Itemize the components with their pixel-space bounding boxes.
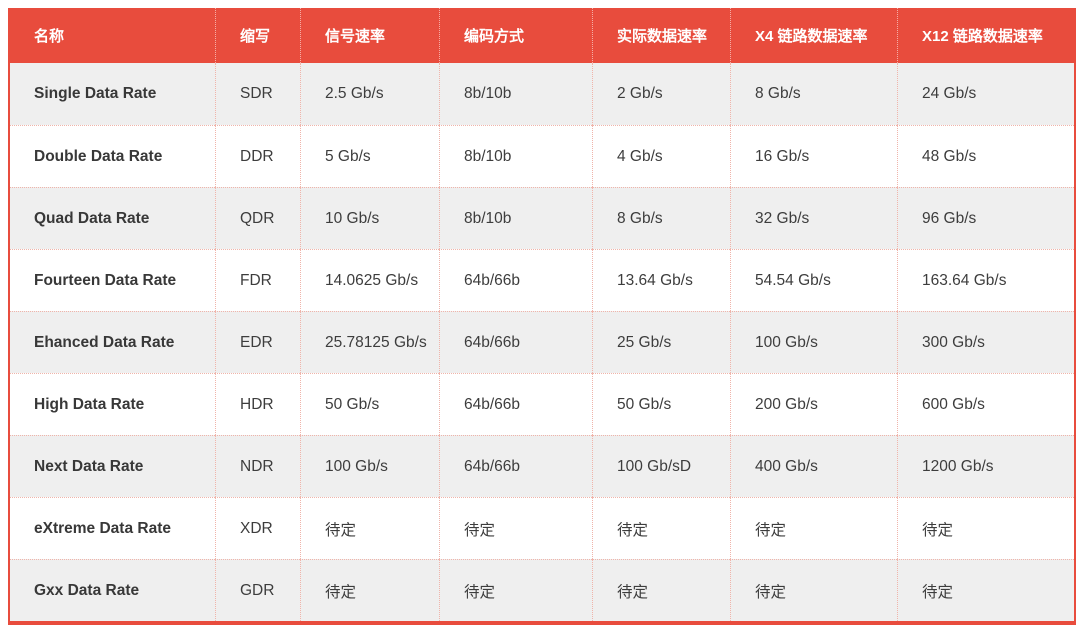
row-name-cell: Ehanced Data Rate — [10, 311, 215, 373]
table-header: 名称 缩写 信号速率 编码方式 实际数据速率 X4 链路数据速率 X12 链路数… — [10, 8, 1074, 63]
column-header-actual-data-rate: 实际数据速率 — [592, 8, 730, 63]
data-cell: 8 Gb/s — [730, 63, 897, 125]
data-cell: 100 Gb/s — [300, 435, 439, 497]
data-cell: 5 Gb/s — [300, 125, 439, 187]
data-cell: 100 Gb/sD — [592, 435, 730, 497]
data-cell: 400 Gb/s — [730, 435, 897, 497]
data-cell: 1200 Gb/s — [897, 435, 1074, 497]
infiniband-data-rate-table: 名称 缩写 信号速率 编码方式 实际数据速率 X4 链路数据速率 X12 链路数… — [8, 8, 1076, 625]
data-cell: 待定 — [897, 497, 1074, 559]
data-cell: 10 Gb/s — [300, 187, 439, 249]
column-header-name: 名称 — [10, 8, 215, 63]
table-row: Next Data Rate NDR 100 Gb/s 64b/66b 100 Gb/s… — [10, 435, 1074, 497]
data-cell: EDR — [215, 311, 300, 373]
data-cell: XDR — [215, 497, 300, 559]
data-cell: 待定 — [300, 559, 439, 621]
row-name-cell: eXtreme Data Rate — [10, 497, 215, 559]
data-cell: 48 Gb/s — [897, 125, 1074, 187]
column-header-x12-link-rate: X12 链路数据速率 — [897, 8, 1074, 63]
row-name-cell: Quad Data Rate — [10, 187, 215, 249]
data-cell: 14.0625 Gb/s — [300, 249, 439, 311]
data-cell: 4 Gb/s — [592, 125, 730, 187]
data-cell: 8 Gb/s — [592, 187, 730, 249]
column-header-abbreviation: 缩写 — [215, 8, 300, 63]
data-cell: 待定 — [730, 559, 897, 621]
data-cell: 25 Gb/s — [592, 311, 730, 373]
data-cell: 待定 — [730, 497, 897, 559]
data-cell: 待定 — [592, 559, 730, 621]
row-name-cell: Single Data Rate — [10, 63, 215, 125]
data-cell: 54.54 Gb/s — [730, 249, 897, 311]
data-cell: 8b/10b — [439, 187, 592, 249]
data-cell: 64b/66b — [439, 435, 592, 497]
column-header-signal-rate: 信号速率 — [300, 8, 439, 63]
row-name-cell: Fourteen Data Rate — [10, 249, 215, 311]
column-header-encoding: 编码方式 — [439, 8, 592, 63]
data-cell: 64b/66b — [439, 373, 592, 435]
data-cell: 待定 — [897, 559, 1074, 621]
data-cell: 待定 — [300, 497, 439, 559]
data-cell: DDR — [215, 125, 300, 187]
data-cell: 163.64 Gb/s — [897, 249, 1074, 311]
table-row: Gxx Data Rate GDR 待定 待定 待定 待定 待定 — [10, 559, 1074, 621]
column-header-x4-link-rate: X4 链路数据速率 — [730, 8, 897, 63]
data-cell: 64b/66b — [439, 311, 592, 373]
data-cell: 24 Gb/s — [897, 63, 1074, 125]
data-cell: 200 Gb/s — [730, 373, 897, 435]
table-row: Fourteen Data Rate FDR 14.0625 Gb/s 64b/66b… — [10, 249, 1074, 311]
data-cell: 13.64 Gb/s — [592, 249, 730, 311]
data-cell: 50 Gb/s — [592, 373, 730, 435]
data-cell: SDR — [215, 63, 300, 125]
table-row: High Data Rate HDR 50 Gb/s 64b/66b 50 Gb/s 20… — [10, 373, 1074, 435]
data-cell: HDR — [215, 373, 300, 435]
data-cell: 待定 — [439, 559, 592, 621]
data-cell: 8b/10b — [439, 63, 592, 125]
header-row: 名称 缩写 信号速率 编码方式 实际数据速率 X4 链路数据速率 X12 链路数… — [10, 8, 1074, 63]
data-cell: 待定 — [439, 497, 592, 559]
data-cell: 25.78125 Gb/s — [300, 311, 439, 373]
table-row: Quad Data Rate QDR 10 Gb/s 8b/10b 8 Gb/s 32 G… — [10, 187, 1074, 249]
row-name-cell: High Data Rate — [10, 373, 215, 435]
data-cell: 待定 — [592, 497, 730, 559]
data-cell: 96 Gb/s — [897, 187, 1074, 249]
table-row: eXtreme Data Rate XDR 待定 待定 待定 待定 待定 — [10, 497, 1074, 559]
data-cell: FDR — [215, 249, 300, 311]
row-name-cell: Next Data Rate — [10, 435, 215, 497]
data-cell: 50 Gb/s — [300, 373, 439, 435]
data-cell: 600 Gb/s — [897, 373, 1074, 435]
data-cell: 64b/66b — [439, 249, 592, 311]
table-row: Ehanced Data Rate EDR 25.78125 Gb/s 64b/66b… — [10, 311, 1074, 373]
data-cell: 16 Gb/s — [730, 125, 897, 187]
data-cell: GDR — [215, 559, 300, 621]
data-cell: QDR — [215, 187, 300, 249]
data-cell: 2.5 Gb/s — [300, 63, 439, 125]
row-name-cell: Double Data Rate — [10, 125, 215, 187]
data-cell: 100 Gb/s — [730, 311, 897, 373]
table-row: Single Data Rate SDR 2.5 Gb/s 8b/10b 2 Gb/s 8… — [10, 63, 1074, 125]
data-cell: 8b/10b — [439, 125, 592, 187]
data-cell: 300 Gb/s — [897, 311, 1074, 373]
data-cell: 2 Gb/s — [592, 63, 730, 125]
data-cell: NDR — [215, 435, 300, 497]
data-cell: 32 Gb/s — [730, 187, 897, 249]
table-body: Single Data Rate SDR 2.5 Gb/s 8b/10b 2 Gb/s 8… — [10, 63, 1074, 621]
table-row: Double Data Rate DDR 5 Gb/s 8b/10b 4 Gb/s 16 … — [10, 125, 1074, 187]
row-name-cell: Gxx Data Rate — [10, 559, 215, 621]
